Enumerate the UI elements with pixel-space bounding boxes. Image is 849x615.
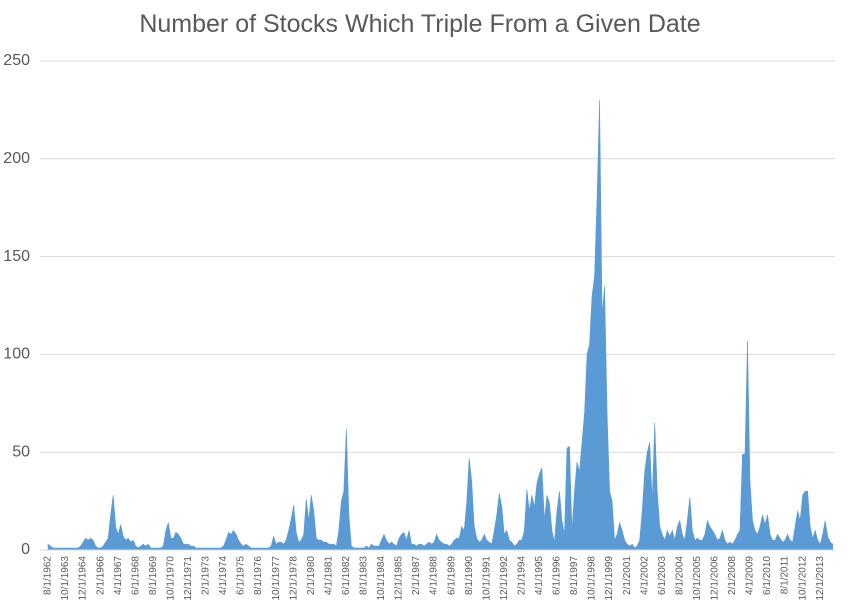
x-tick-label: 10/1/1977	[271, 556, 282, 601]
x-tick-label: 6/1/2010	[762, 556, 773, 595]
x-tick-label: 8/1/2011	[780, 556, 791, 595]
x-tick-label: 10/1/1963	[60, 556, 71, 601]
x-tick-label: 12/1/2013	[815, 556, 826, 601]
x-tick-label: 6/1/1996	[552, 556, 563, 595]
x-tick-label: 4/1/2002	[639, 556, 650, 595]
x-tick-label: 2/1/1973	[201, 556, 212, 595]
x-tick-label: 2/1/1980	[306, 556, 317, 595]
x-tick-label: 10/1/1991	[481, 556, 492, 601]
x-tick-label: 2/1/1987	[411, 556, 422, 595]
x-tick-label: 10/1/1970	[165, 556, 176, 601]
x-tick-label: 10/1/1984	[376, 556, 387, 601]
chart-title: Number of Stocks Which Triple From a Giv…	[139, 10, 700, 38]
x-tick-label: 12/1/1964	[78, 556, 89, 601]
x-tick-label: 12/1/1971	[183, 556, 194, 601]
x-tick-label: 8/1/1962	[43, 556, 54, 595]
x-tick-label: 8/1/1983	[359, 556, 370, 595]
x-tick-label: 8/1/1976	[253, 556, 264, 595]
x-tick-label: 8/1/1997	[569, 556, 580, 595]
y-tick-label: 0	[21, 541, 30, 558]
y-tick-label: 150	[3, 248, 30, 265]
x-tick-label: 6/1/1989	[446, 556, 457, 595]
x-tick-label: 2/1/1966	[95, 556, 106, 595]
x-tick-label: 2/1/2008	[727, 556, 738, 595]
y-tick-label: 250	[3, 52, 30, 69]
x-tick-label: 12/1/1999	[604, 556, 615, 601]
x-tick-label: 4/1/2009	[745, 556, 756, 595]
y-tick-label: 200	[3, 150, 30, 167]
x-tick-label: 8/1/1969	[148, 556, 159, 595]
x-tick-label: 2/1/1994	[516, 556, 527, 595]
x-tick-label: 12/1/1985	[394, 556, 405, 601]
x-tick-label: 8/1/2004	[674, 556, 685, 595]
y-tick-label: 50	[12, 443, 30, 460]
y-tick-label: 100	[3, 346, 30, 363]
x-tick-label: 2/1/2001	[622, 556, 633, 595]
x-tick-label: 4/1/1988	[429, 556, 440, 595]
x-tick-label: 6/1/1982	[341, 556, 352, 595]
x-tick-label: 6/1/2003	[657, 556, 668, 595]
x-tick-label: 10/1/1998	[587, 556, 598, 601]
x-tick-label: 4/1/1981	[323, 556, 334, 595]
x-tick-label: 12/1/1992	[499, 556, 510, 601]
x-tick-label: 10/1/2012	[797, 556, 808, 601]
x-tick-label: 4/1/1995	[534, 556, 545, 595]
x-tick-label: 12/1/2006	[710, 556, 721, 601]
x-tick-label: 10/1/2005	[692, 556, 703, 601]
x-tick-label: 4/1/1967	[113, 556, 124, 595]
x-tick-label: 6/1/1975	[236, 556, 247, 595]
x-tick-label: 6/1/1968	[130, 556, 141, 595]
x-tick-label: 12/1/1978	[288, 556, 299, 601]
area	[47, 100, 834, 551]
x-tick-label: 8/1/1990	[464, 556, 475, 595]
x-tick-label: 4/1/1974	[218, 556, 229, 595]
